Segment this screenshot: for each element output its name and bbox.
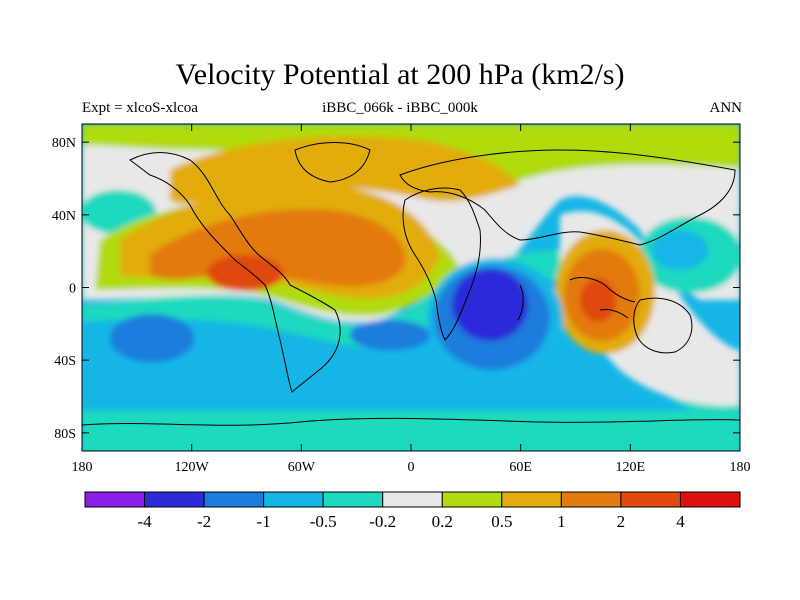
greenland-outline (294, 142, 371, 183)
lon-tick-label: 60E (509, 460, 532, 475)
field-central-america-red (207, 255, 283, 291)
lat-tick-label: 80N (52, 136, 76, 151)
americas-outline (129, 152, 341, 393)
colorbar-label: 0.2 (432, 512, 453, 531)
colorbar-swatch (263, 491, 324, 508)
lat-tick-label: 40N (52, 209, 76, 224)
colorbar-swatch (144, 491, 205, 508)
plot-title: Velocity Potential at 200 hPa (km2/s) (175, 58, 625, 91)
lon-tick-label: 180 (72, 460, 93, 475)
colorbar-label: -4 (137, 512, 152, 531)
colorbar-label: -0.5 (310, 512, 337, 531)
colorbar-label: 1 (557, 512, 566, 531)
colorbar-swatch (501, 491, 562, 508)
season-label: ANN (709, 100, 743, 116)
coastlines (82, 142, 740, 426)
colorbar-swatch (203, 491, 265, 508)
colorbar-swatch (382, 491, 443, 508)
australia-outline (633, 297, 693, 354)
colorbar-label: 2 (617, 512, 626, 531)
field-south-pacific-blue (110, 314, 194, 362)
colorbar-swatch (84, 491, 146, 508)
colorbar-swatch (620, 491, 681, 508)
case-label: iBBC_066k - iBBC_000k (322, 100, 478, 116)
maritime-islands-outline (569, 277, 636, 319)
lat-tick-label: 80S (54, 427, 76, 442)
experiment-label: Expt = xlcoS-xlcoa (82, 100, 198, 116)
velocity-potential-field (82, 124, 740, 451)
colorbar-swatch (322, 491, 384, 508)
field-indian-deep-blue (452, 269, 528, 341)
antarctica-outline (82, 417, 740, 426)
lon-tick-label: 120W (175, 460, 210, 475)
field-west-pacific-cyan (652, 230, 708, 270)
field-south-atlantic-blue (350, 320, 430, 350)
lon-tick-label: 60W (288, 460, 316, 475)
colorbar-label: 0.5 (491, 512, 512, 531)
madagascar-outline (517, 284, 524, 321)
lat-tick-label: 0 (69, 282, 76, 297)
africa-outline (402, 187, 481, 341)
field-north-yellow (170, 136, 520, 204)
lon-tick-label: 180 (730, 460, 751, 475)
lon-tick-label: 0 (408, 460, 415, 475)
colorbar-label: -0.2 (369, 512, 396, 531)
colorbar-swatch (679, 491, 741, 508)
eurasia-outline (399, 149, 736, 246)
colorbar-label: 4 (676, 512, 685, 531)
lon-tick-label: 120E (616, 460, 646, 475)
colorbar-swatch (441, 491, 503, 508)
colorbar-label: -1 (257, 512, 271, 531)
colorbar-label: -2 (197, 512, 211, 531)
axis-ticks: 80N 40N 0 40S 80S 180 120W 60W 0 60E 120E 180 (52, 124, 751, 475)
colorbar-swatch (560, 491, 622, 508)
lat-tick-label: 40S (54, 354, 76, 369)
field-maritime-red (580, 278, 616, 322)
colorbar: -4 -2 -1 -0.5 -0.2 0.2 0.5 1 2 4 (84, 491, 741, 531)
